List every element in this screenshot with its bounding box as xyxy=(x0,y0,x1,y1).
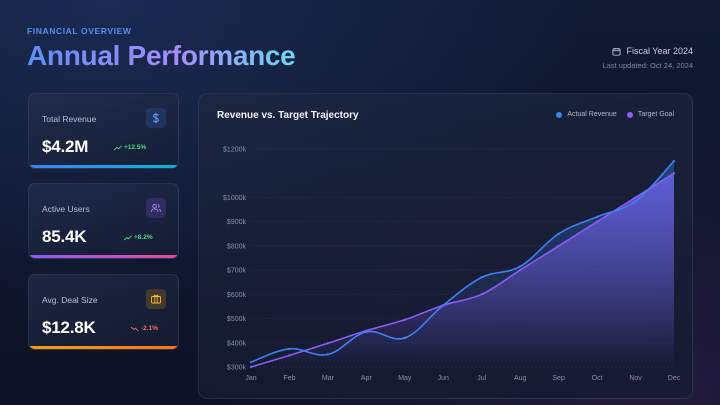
users-icon xyxy=(146,198,166,218)
kpi-delta: -2.1% xyxy=(131,325,158,332)
trend-up-icon xyxy=(114,144,122,150)
briefcase-icon xyxy=(146,289,166,309)
x-tick-label: Mar xyxy=(322,375,335,382)
y-tick-label: $400k xyxy=(227,340,247,347)
series-line-target xyxy=(250,172,675,368)
kpi-value: $12.8K xyxy=(42,318,96,337)
y-tick-label: $600k xyxy=(227,292,247,299)
x-tick-label: Jan xyxy=(245,375,256,382)
kpi-delta-value: +8.2% xyxy=(134,234,153,241)
chart-legend: Actual Revenue Target Goal xyxy=(556,111,674,118)
x-tick-label: Nov xyxy=(629,375,642,382)
y-tick-label: $700k xyxy=(227,268,247,275)
legend-item-target[interactable]: Target Goal xyxy=(626,111,674,118)
data-point-target xyxy=(672,172,676,175)
y-tick-label: $900k xyxy=(227,219,247,226)
x-tick-label: Apr xyxy=(361,375,373,382)
y-tick-label: $800k xyxy=(227,243,247,250)
trend-up-icon xyxy=(124,234,132,240)
y-tick-label: $300k xyxy=(227,365,247,372)
data-point-actual xyxy=(595,215,599,219)
x-tick-label: Dec xyxy=(668,375,681,382)
data-point-actual xyxy=(518,265,522,268)
x-tick-label: Oct xyxy=(592,375,603,382)
y-tick-label: $500k xyxy=(227,316,247,323)
chart-title: Revenue vs. Target Trajectory xyxy=(217,110,359,121)
data-point-target xyxy=(634,196,637,199)
chart-panel: Revenue vs. Target Trajectory Actual Rev… xyxy=(198,93,693,399)
y-tick-label: $1200k xyxy=(223,147,246,154)
legend-label: Target Goal xyxy=(637,111,674,118)
kpi-value: $4.2M xyxy=(42,137,89,156)
page-title: Annual Performance xyxy=(27,40,296,71)
data-point-target xyxy=(249,365,253,369)
legend-item-actual[interactable]: Actual Revenue xyxy=(556,111,617,118)
x-tick-label: May xyxy=(398,375,412,382)
x-tick-label: Jul xyxy=(477,375,486,382)
data-point-target xyxy=(288,354,291,357)
header-meta: Fiscal Year 2024 Last updated: Oct 24, 2… xyxy=(603,46,693,70)
page-header: FINANCIAL OVERVIEW Annual Performance Fi… xyxy=(27,26,693,76)
legend-swatch xyxy=(556,111,563,118)
series-line-actual xyxy=(250,160,675,363)
data-point-target xyxy=(365,329,368,332)
data-point-actual xyxy=(634,199,637,203)
data-point-target xyxy=(403,318,407,321)
kpi-delta-value: -2.1% xyxy=(141,325,158,332)
data-point-target xyxy=(595,220,599,223)
x-tick-label: Sep xyxy=(552,375,565,382)
data-point-actual xyxy=(403,336,407,340)
chart-plot: $300k $400k $500k $600k $700k $800k $900k $1000… xyxy=(223,147,681,383)
fiscal-year-label: Fiscal Year 2024 xyxy=(626,46,693,56)
data-point-actual xyxy=(326,353,330,356)
kpi-delta: +12.5% xyxy=(114,144,146,151)
data-point-actual xyxy=(249,360,253,364)
fiscal-year[interactable]: Fiscal Year 2024 xyxy=(603,46,693,56)
kpi-accent-bar xyxy=(29,346,178,349)
page-eyebrow: FINANCIAL OVERVIEW xyxy=(27,26,132,36)
data-point-target xyxy=(326,342,330,345)
data-point-target xyxy=(442,304,445,307)
kpi-label: Total Revenue xyxy=(42,114,97,124)
data-point-actual xyxy=(288,347,291,351)
series-area-actual xyxy=(251,161,674,367)
data-point-actual xyxy=(672,159,676,163)
kpi-accent-bar xyxy=(29,255,178,258)
kpi-label: Active Users xyxy=(42,204,90,214)
x-tick-label: Feb xyxy=(283,375,295,382)
x-tick-label: Jun xyxy=(438,375,449,382)
kpi-card-active-users[interactable]: Active Users 85.4K +8.2% xyxy=(28,183,179,259)
y-tick-label: $1000k xyxy=(223,195,246,202)
kpi-label: Avg. Deal Size xyxy=(42,295,98,305)
kpi-delta-value: +12.5% xyxy=(124,144,147,151)
legend-label: Actual Revenue xyxy=(567,111,617,118)
kpi-card-avg-deal-size[interactable]: Avg. Deal Size $12.8K -2.1% xyxy=(28,274,179,350)
kpi-value: 85.4K xyxy=(42,227,87,246)
data-point-actual xyxy=(557,232,560,235)
legend-swatch xyxy=(626,111,633,118)
kpi-delta: +8.2% xyxy=(124,234,153,241)
dollar-icon xyxy=(146,108,166,128)
last-updated: Last updated: Oct 24, 2024 xyxy=(602,61,693,70)
calendar-icon xyxy=(612,47,621,56)
kpi-accent-bar xyxy=(29,165,178,168)
kpi-card-total-revenue[interactable]: Total Revenue $4.2M +12.5% xyxy=(28,93,179,169)
data-point-target xyxy=(557,244,560,248)
data-point-target xyxy=(480,293,483,296)
data-point-target xyxy=(518,268,522,272)
data-point-actual xyxy=(480,276,483,279)
x-tick-label: Aug xyxy=(514,375,527,382)
trend-down-icon xyxy=(131,326,139,332)
